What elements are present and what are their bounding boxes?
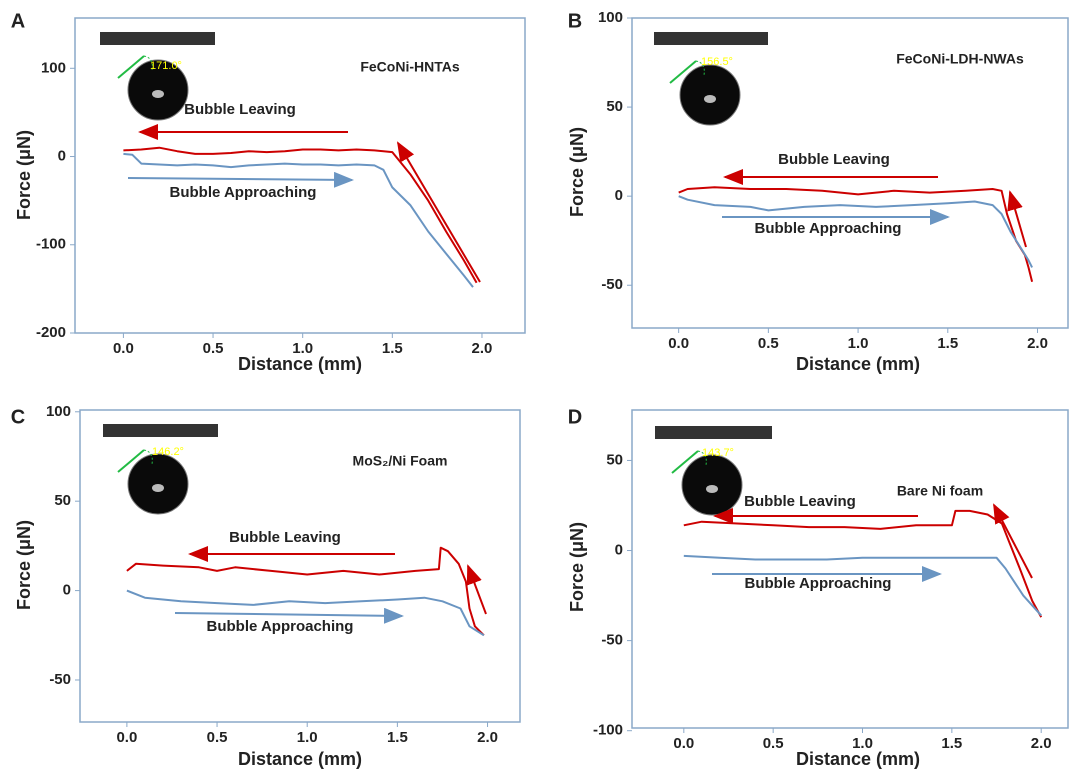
bubble-highlight: [152, 484, 164, 492]
arrow-retract: [993, 503, 1033, 579]
y-tick-label: -50: [601, 276, 623, 293]
x-tick-label: 0.0: [673, 735, 694, 752]
annotation-approaching: Bubble Approaching: [207, 618, 354, 635]
annotation-leaving: Bubble Leaving: [229, 529, 341, 546]
y-tick-label: -50: [49, 671, 71, 688]
y-tick-label: 0: [615, 542, 623, 559]
annotation-leaving: Bubble Leaving: [744, 493, 856, 510]
data-line: [123, 152, 474, 288]
y-axis-label: Force (μN): [14, 130, 34, 220]
x-tick-label: 2.0: [1031, 735, 1052, 752]
x-tick-label: 1.0: [297, 729, 318, 746]
x-tick-label: 0.5: [758, 335, 779, 352]
y-tick-label: 50: [606, 451, 623, 468]
sample-name: FeCoNi-HNTAs: [360, 59, 460, 75]
x-tick-label: 1.0: [848, 335, 869, 352]
data-line: [683, 509, 1043, 618]
tangent: [117, 55, 145, 79]
y-tick-label: -100: [593, 722, 623, 739]
arrow-approaching: [174, 607, 404, 624]
substrate: [100, 32, 215, 45]
y-tick-label: -200: [36, 324, 66, 341]
contact-angle: 156.5°: [701, 56, 733, 68]
panel-letter: D: [568, 406, 582, 428]
x-tick-label: 0.0: [116, 729, 137, 746]
y-tick-label: 50: [606, 98, 623, 115]
y-tick-label: -100: [36, 236, 66, 253]
x-tick-label: 1.0: [292, 340, 313, 357]
data-line: [683, 554, 1042, 617]
arrow-retract: [396, 141, 481, 283]
tangent: [669, 60, 697, 84]
x-tick-label: 1.5: [937, 335, 958, 352]
plot-frame: [79, 409, 521, 723]
plot-frame: [631, 17, 1069, 329]
x-tick-label: 2.0: [472, 340, 493, 357]
x-tick-label: 2.0: [477, 729, 498, 746]
bubble-highlight: [706, 485, 718, 493]
data-line: [126, 546, 485, 637]
annotation-approaching: Bubble Approaching: [755, 220, 902, 237]
panel-letter: C: [11, 406, 25, 428]
x-tick-label: 0.0: [113, 340, 134, 357]
y-tick-label: 100: [598, 9, 623, 26]
y-axis-label: Force (μN): [567, 522, 587, 612]
sample-name: Bare Ni foam: [897, 483, 983, 499]
x-axis-label: Distance (mm): [238, 354, 362, 374]
substrate: [655, 426, 772, 439]
panel-letter: A: [11, 10, 25, 32]
y-tick-label: 50: [54, 492, 71, 509]
contact-angle: 143.7°: [702, 447, 734, 459]
plot-frame: [74, 17, 526, 334]
annotation-leaving: Bubble Leaving: [184, 101, 296, 118]
tangent: [117, 449, 145, 473]
arrow-retract: [466, 564, 487, 615]
data-line: [123, 146, 478, 284]
x-axis-label: Distance (mm): [796, 749, 920, 769]
angle-arc: [143, 449, 153, 465]
tangent: [671, 450, 699, 474]
substrate: [654, 32, 768, 45]
x-tick-label: 1.5: [941, 735, 962, 752]
y-tick-label: 100: [41, 59, 66, 76]
x-tick-label: 1.5: [382, 340, 403, 357]
y-tick-label: 0: [63, 582, 71, 599]
arrow-approaching: [127, 171, 354, 188]
sample-name: FeCoNi-LDH-NWAs: [896, 51, 1024, 67]
y-tick-label: 0: [615, 187, 623, 204]
data-line: [126, 589, 485, 637]
contact-angle: 171.0°: [150, 60, 182, 72]
annotation-approaching: Bubble Approaching: [745, 575, 892, 592]
y-axis-label: Force (μN): [14, 520, 34, 610]
y-axis-label: Force (μN): [567, 127, 587, 217]
bubble-highlight: [152, 90, 164, 98]
x-tick-label: 0.5: [763, 735, 784, 752]
bubble-highlight: [704, 95, 716, 103]
angle-arc: [143, 55, 153, 71]
annotation-leaving: Bubble Leaving: [778, 151, 890, 168]
x-axis-label: Distance (mm): [796, 354, 920, 374]
angle-arc: [697, 450, 707, 466]
angle-arc: [695, 60, 705, 76]
arrow-retract: [1007, 190, 1027, 248]
y-tick-label: 0: [58, 147, 66, 164]
annotation-approaching: Bubble Approaching: [170, 184, 317, 201]
x-tick-label: 0.5: [207, 729, 228, 746]
x-axis-label: Distance (mm): [238, 749, 362, 769]
panel-letter: B: [568, 10, 582, 32]
data-line: [678, 195, 1033, 268]
y-tick-label: -50: [601, 632, 623, 649]
x-tick-label: 1.0: [852, 735, 873, 752]
contact-angle: 146.2°: [152, 446, 184, 458]
plot-frame: [631, 409, 1069, 729]
x-tick-label: 2.0: [1027, 335, 1048, 352]
substrate: [103, 424, 218, 437]
y-tick-label: 100: [46, 403, 71, 420]
sample-name: MoS₂/Ni Foam: [353, 453, 448, 469]
x-tick-label: 1.5: [387, 729, 408, 746]
x-tick-label: 0.0: [668, 335, 689, 352]
x-tick-label: 0.5: [203, 340, 224, 357]
